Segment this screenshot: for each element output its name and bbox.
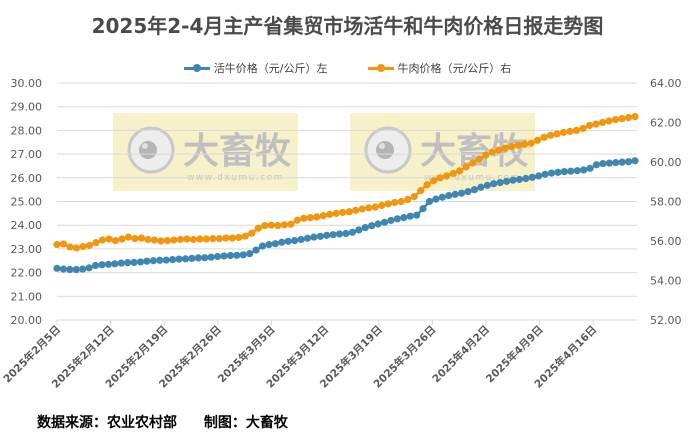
- y-tick-left: 27.00: [11, 148, 43, 161]
- x-tick-label: 2025年3月5日: [215, 323, 277, 385]
- y-tick-left: 23.00: [11, 243, 43, 256]
- data-source: 数据来源：农业农村部: [37, 415, 177, 431]
- x-tick-label: 2025年4月9日: [483, 323, 545, 385]
- y-tick-right: 52.00: [650, 314, 682, 327]
- x-tick-label: 2025年4月2日: [430, 323, 492, 385]
- y-tick-left: 28.00: [11, 124, 43, 137]
- chart-footer: 数据来源：农业农村部 制图：大畜牧: [37, 412, 310, 432]
- legend-label: 牛肉价格（元/公斤）右: [397, 62, 512, 75]
- y-tick-left: 25.00: [11, 196, 43, 209]
- y-tick-left: 30.00: [11, 77, 43, 90]
- series-beef: [53, 112, 639, 252]
- chart-maker: 制图：大畜牧: [203, 415, 288, 431]
- legend-item-live-cattle: 活牛价格（元/公斤）左: [183, 60, 328, 76]
- legend-item-beef: 牛肉价格（元/公斤）右: [367, 60, 512, 76]
- y-axis-right: 52.00 54.00 56.00 58.00 60.00 62.00 64.00: [650, 77, 682, 327]
- y-tick-left: 29.00: [11, 101, 43, 114]
- y-tick-left: 22.00: [11, 267, 43, 280]
- y-tick-right: 62.00: [650, 117, 682, 130]
- y-tick-right: 58.00: [650, 196, 682, 209]
- y-tick-right: 60.00: [650, 156, 682, 169]
- y-tick-left: 24.00: [11, 219, 43, 232]
- legend-line-marker-icon: [183, 63, 210, 73]
- x-tick-label: 2025年2月5日: [1, 323, 63, 385]
- legend-line-marker-icon: [367, 63, 394, 73]
- chart-legend: 活牛价格（元/公斤）左 牛肉价格（元/公斤）右: [0, 60, 695, 76]
- series-layer: [53, 112, 639, 274]
- x-axis: 2025年2月5日2025年2月12日2025年2月19日2025年2月26日2…: [1, 319, 637, 391]
- svg-text:大畜牧: 大畜牧: [183, 131, 292, 172]
- y-axis-left: 20.00 21.00 22.00 23.00 24.00 25.00 26.00 27.00…: [11, 77, 43, 327]
- y-tick-right: 54.00: [650, 275, 682, 288]
- y-tick-left: 20.00: [11, 314, 43, 327]
- chart-title: 2025年2-4月主产省集贸市场活牛和牛肉价格日报走势图: [91, 14, 604, 38]
- series-live-cattle: [53, 157, 639, 274]
- y-tick-right: 56.00: [650, 235, 682, 248]
- y-tick-left: 21.00: [11, 290, 43, 303]
- y-tick-left: 26.00: [11, 172, 43, 185]
- y-tick-right: 64.00: [650, 77, 682, 90]
- legend-label: 活牛价格（元/公斤）左: [213, 62, 328, 75]
